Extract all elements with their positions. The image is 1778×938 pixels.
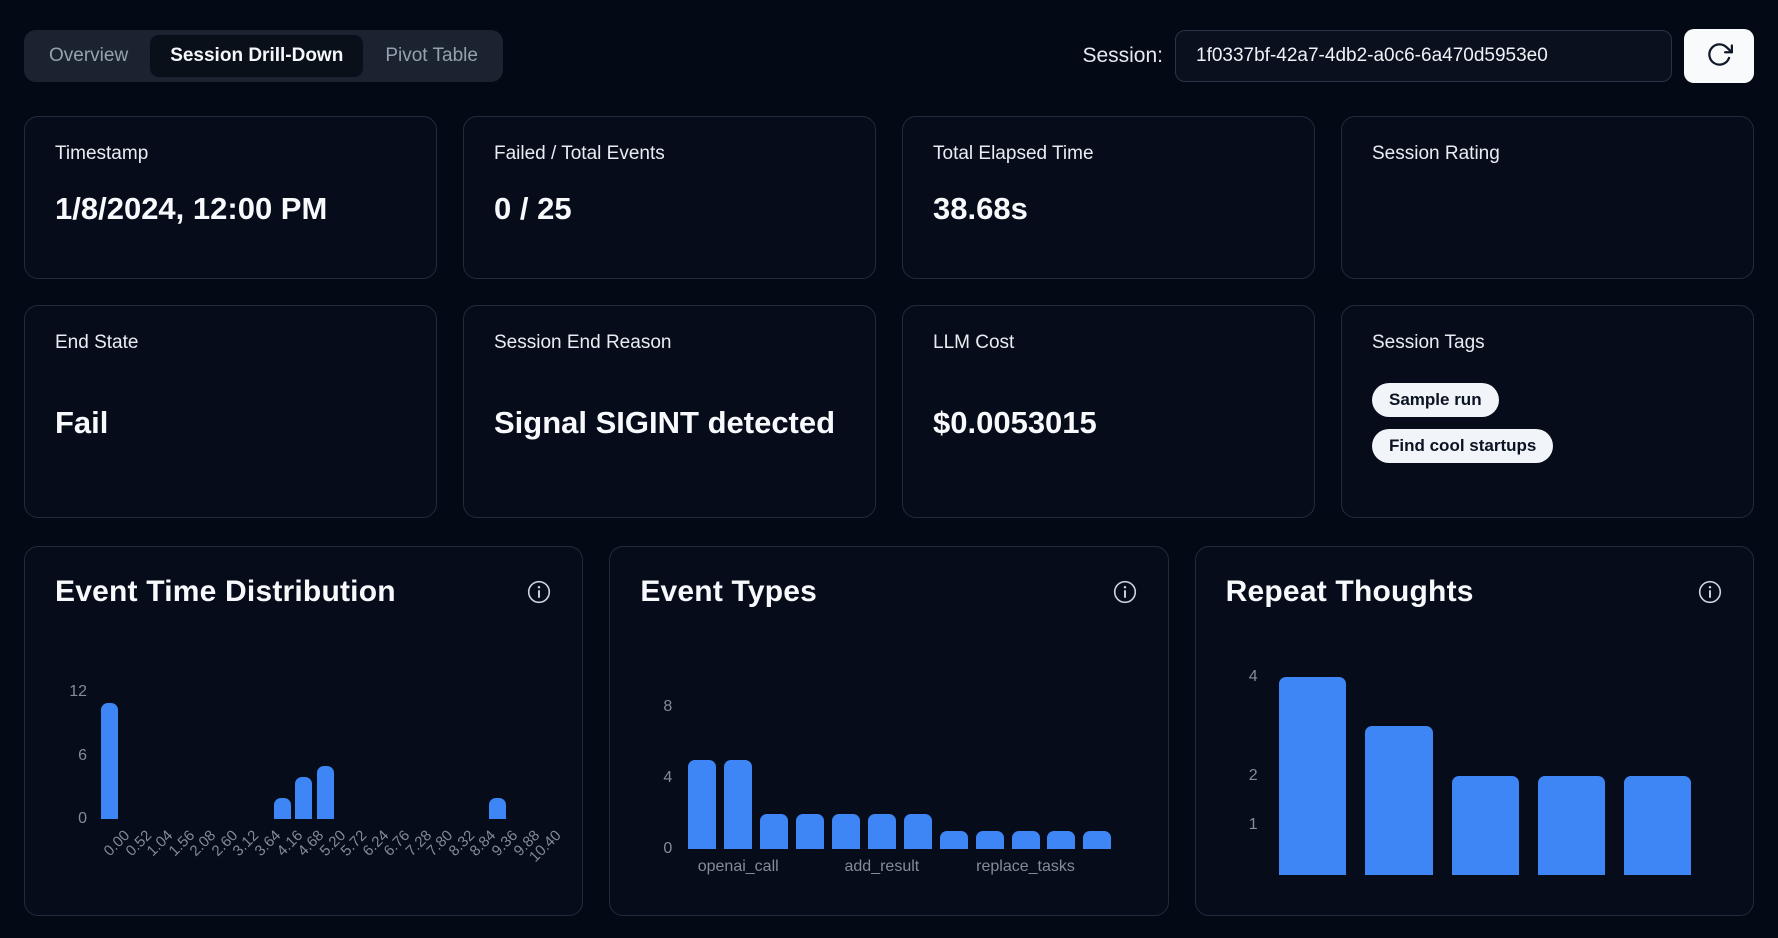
bar [939, 831, 968, 849]
bar [975, 831, 1004, 849]
chart-title: Event Types [640, 575, 818, 608]
chart-header: Event Types [640, 575, 1137, 609]
bar [1083, 831, 1112, 849]
info-button[interactable] [1697, 579, 1723, 608]
card-value: Signal SIGINT detected [494, 404, 836, 440]
bar [295, 776, 313, 819]
tab-bar: Overview Session Drill-Down Pivot Table [24, 30, 503, 82]
chart-event-time-distribution: Event Time Distribution 0 6 12 0.00 0.52 1.0… [24, 546, 584, 916]
top-bar: Overview Session Drill-Down Pivot Table … [24, 29, 1754, 83]
y-axis: 0 6 12 [55, 683, 99, 827]
session-label: Session: [1082, 44, 1163, 67]
card-value: 0 / 25 [494, 190, 572, 226]
bar-chart[interactable]: 0 6 12 0.00 0.52 1.04 1.56 2.08 2.60 3.12 3.64 4.1… [55, 683, 565, 883]
card-label: Session Tags [1372, 332, 1485, 353]
card-total-elapsed-time: Total Elapsed Time 38.68s [902, 116, 1315, 279]
plot-area [684, 693, 1115, 849]
session-tags-list: Sample run Find cool startups [1372, 382, 1723, 463]
y-tick-label: 0 [78, 810, 87, 827]
bar [1279, 676, 1347, 875]
bar [903, 813, 932, 849]
bar-chart[interactable]: 0 4 8 openai_call add_result replace_tasks [640, 693, 1137, 883]
card-label: Timestamp [55, 143, 149, 164]
info-icon [1112, 580, 1138, 608]
card-label: Session Rating [1372, 143, 1500, 164]
chart-title: Event Time Distribution [55, 575, 396, 608]
bar [316, 766, 334, 819]
x-tick-label: openai_call [697, 858, 779, 875]
card-value: 38.68s [933, 190, 1028, 226]
card-session-end-reason: Session End Reason Signal SIGINT detecte… [463, 305, 876, 518]
y-tick-label: 6 [78, 746, 87, 764]
bar [1451, 775, 1519, 875]
chart-header: Repeat Thoughts [1226, 575, 1723, 609]
card-llm-cost: LLM Cost $0.0053015 [902, 305, 1315, 518]
info-button[interactable] [526, 579, 552, 608]
bar [796, 813, 825, 849]
card-failed-total-events: Failed / Total Events 0 / 25 [463, 116, 876, 279]
y-axis: 1 2 4 [1226, 657, 1270, 875]
x-tick-label: add_result [844, 858, 920, 875]
y-tick-label: 0 [663, 840, 673, 857]
x-tick-label: replace_tasks [976, 858, 1075, 875]
card-value: Fail [55, 404, 109, 440]
y-tick-label: 12 [69, 683, 87, 701]
refresh-button[interactable] [1684, 29, 1754, 83]
tab-overview[interactable]: Overview [29, 35, 148, 77]
card-timestamp: Timestamp 1/8/2024, 12:00 PM [24, 116, 437, 279]
bar-chart[interactable]: 1 2 4 [1226, 657, 1723, 883]
y-tick-label: 1 [1248, 816, 1258, 834]
x-axis: openai_call add_result replace_tasks [684, 849, 1137, 883]
session-tag: Find cool startups [1372, 428, 1554, 463]
card-label: Session End Reason [494, 332, 672, 353]
metrics-grid: Timestamp 1/8/2024, 12:00 PM Failed / To… [24, 116, 1754, 518]
bar [760, 813, 789, 849]
card-value: $0.0053015 [933, 404, 1097, 440]
session-tag: Sample run [1372, 382, 1499, 417]
card-label: Total Elapsed Time [933, 143, 1094, 164]
plot-area [99, 687, 530, 819]
y-tick-label: 4 [1248, 667, 1258, 685]
bar [1623, 775, 1692, 875]
card-label: Failed / Total Events [494, 143, 665, 164]
y-axis: 0 4 8 [640, 693, 684, 857]
bar [831, 813, 860, 849]
x-axis [1270, 875, 1723, 883]
y-tick-label: 2 [1248, 766, 1258, 784]
chart-title: Repeat Thoughts [1225, 575, 1474, 608]
bar [489, 797, 507, 819]
card-session-rating: Session Rating [1341, 116, 1754, 279]
x-axis: 0.00 0.52 1.04 1.56 2.08 2.60 3.12 3.64 4.16 4.68… [99, 819, 565, 883]
chart-event-types: Event Types 0 4 8 openai_call add_result rep… [609, 546, 1169, 916]
tab-session-drill-down[interactable]: Session Drill-Down [150, 35, 364, 77]
bar [273, 797, 291, 819]
tab-pivot-table[interactable]: Pivot Table [365, 35, 498, 77]
bar [1537, 775, 1605, 875]
charts-row: Event Time Distribution 0 6 12 0.00 0.52 1.0… [24, 546, 1754, 916]
refresh-icon [1706, 41, 1733, 71]
bar [724, 760, 753, 849]
info-button[interactable] [1112, 579, 1138, 608]
chart-repeat-thoughts: Repeat Thoughts 1 2 4 [1194, 546, 1754, 916]
session-id-input[interactable] [1175, 30, 1672, 82]
bar [1011, 831, 1040, 849]
card-session-tags: Session Tags Sample run Find cool startu… [1341, 305, 1754, 518]
bar [101, 702, 119, 819]
bar [688, 760, 717, 849]
y-tick-label: 4 [663, 769, 673, 787]
card-end-state: End State Fail [24, 305, 437, 518]
bar [867, 813, 896, 849]
bar [1047, 831, 1076, 849]
session-dashboard: Overview Session Drill-Down Pivot Table … [24, 29, 1754, 916]
card-value: 1/8/2024, 12:00 PM [55, 190, 328, 226]
chart-header: Event Time Distribution [55, 575, 552, 609]
card-label: LLM Cost [933, 332, 1015, 353]
info-icon [526, 580, 552, 608]
y-tick-label: 8 [663, 698, 673, 716]
card-label: End State [55, 332, 139, 353]
info-icon [1697, 580, 1723, 608]
bar [1365, 726, 1433, 875]
plot-area [1270, 657, 1701, 875]
session-selector: Session: [1082, 29, 1754, 83]
